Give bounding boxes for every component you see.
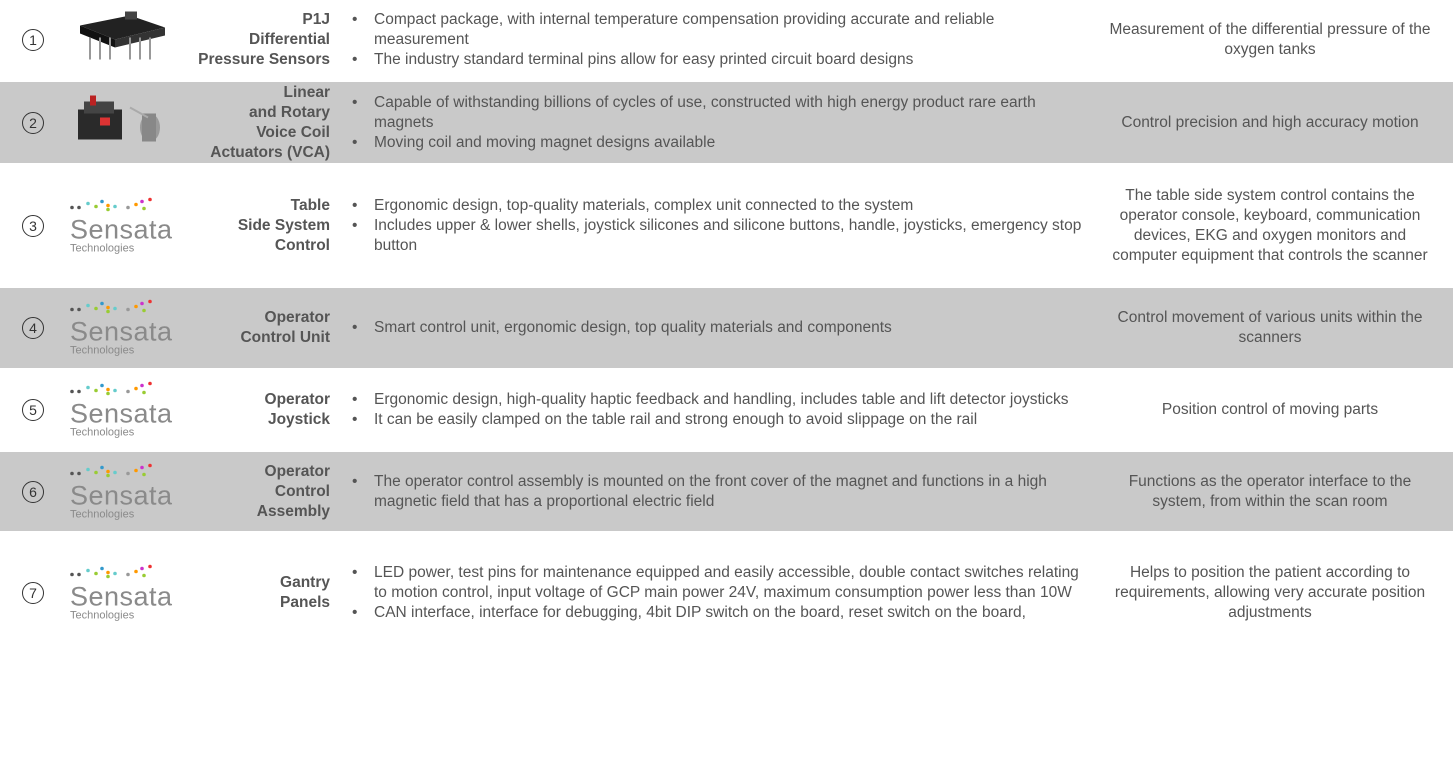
name-line: Side System [237,216,330,234]
name-line: Linear [283,83,330,101]
name-line: Operator [264,391,330,408]
product-name: Operator Control Unit [240,308,330,348]
logo-dots [70,564,152,579]
feature-list: The operator control assembly is mounted… [352,472,1087,512]
row-number: 3 [22,214,44,237]
application: Position control of moving parts [1161,401,1379,418]
logo-dots [70,197,152,211]
name-line: Table [290,196,330,214]
name-line: P1J [302,11,330,28]
row-number: 4 [22,317,44,339]
logo-sub: Technologies [70,242,135,254]
name-line: Differential [249,31,330,48]
product-name: Operator Control Assembly [257,462,330,522]
application: Control precision and high accuracy moti… [1121,113,1419,131]
feature: Smart control unit, ergonomic design, to… [352,318,1087,338]
row-number: 1 [22,29,44,51]
name-line: Pressure Sensors [198,51,330,68]
row-number: 2 [22,111,44,134]
name-line: Panels [280,594,330,611]
application: Helps to position the patient according … [1114,564,1426,621]
table-row: 4 Sensata Technologies Operator Control Unit… [0,288,1453,370]
name-line: and Rotary [249,103,330,121]
product-image: Sensata Technologies [70,381,180,439]
logo-name: Sensata [70,480,173,510]
table-row: 6 Sensata Technologies Operator Control Assem… [0,452,1453,533]
name-line: Control [274,482,330,500]
feature-list: Smart control unit, ergonomic design, to… [352,318,1087,338]
application: The table side system control contains t… [1112,186,1428,264]
feature: Compact package, with internal temperatu… [352,10,1087,50]
application: Functions as the operator interface to t… [1128,472,1412,510]
logo-name: Sensata [70,214,173,244]
feature: Ergonomic design, top-quality materials,… [352,196,1087,216]
product-name: Linear and Rotary Voice Coil Actuators (VCA… [210,83,330,163]
table-row: 3 Sensata Technologies Table Side System Cont… [0,165,1453,288]
logo-sub: Technologies [70,609,135,622]
feature: Includes upper & lower shells, joystick … [352,216,1087,256]
product-image: Sensata Technologies [70,463,180,520]
feature-list: Ergonomic design, high-quality haptic fe… [352,390,1087,430]
table-row: 2 Linear and Rotary Voice Coil Actuators (VC… [0,82,1453,165]
product-image: Sensata Technologies [70,564,180,622]
feature: The industry standard terminal pins allo… [352,50,1087,70]
name-line: Assembly [256,502,330,520]
product-image [70,8,180,73]
name-line: Joystick [267,411,330,428]
name-line: Gantry [280,574,330,591]
feature: Capable of withstanding billions of cycl… [352,93,1087,133]
application: Measurement of the differential pressure… [1109,21,1431,58]
table-row: 1 P1J Differential Pressure Sensors Compact … [0,0,1453,82]
logo-dots [70,299,152,314]
product-name: Table Side System Control [238,196,330,256]
feature-list: LED power, test pins for maintenance equ… [352,563,1087,623]
application: Control movement of various units within… [1117,309,1423,346]
feature-list: Capable of withstanding billions of cycl… [352,93,1087,153]
name-line: Voice Coil [256,123,330,141]
feature: It can be easily clamped on the table ra… [352,410,1087,430]
feature: Moving coil and moving magnet designs av… [352,133,1087,153]
feature: Ergonomic design, high-quality haptic fe… [352,390,1087,410]
logo-dots [70,381,152,396]
name-line: Operator [264,309,330,326]
name-line: Control Unit [240,329,330,346]
logo-name: Sensata [70,581,173,612]
name-line: Operator [264,462,330,480]
product-image [70,87,180,158]
logo-sub: Technologies [70,426,135,439]
product-image: Sensata Technologies [70,299,180,357]
logo-sub: Technologies [70,344,135,357]
name-line: Actuators (VCA) [210,143,330,161]
sensor-image [80,11,165,60]
row-number: 7 [22,582,44,604]
row-number: 6 [22,480,44,503]
logo-sub: Technologies [70,508,135,520]
actuator-image [78,95,160,141]
logo-dots [70,463,152,477]
feature: CAN interface, interface for debugging, … [352,603,1087,623]
feature: The operator control assembly is mounted… [352,472,1087,512]
logo-name: Sensata [70,398,173,429]
feature: LED power, test pins for maintenance equ… [352,563,1087,603]
product-name: P1J Differential Pressure Sensors [198,10,330,70]
row-number: 5 [22,399,44,421]
product-name: Operator Joystick [265,390,330,430]
feature-list: Ergonomic design, top-quality materials,… [352,196,1087,256]
name-line: Control [274,236,330,254]
feature-list: Compact package, with internal temperatu… [352,10,1087,70]
product-image: Sensata Technologies [70,197,180,254]
product-name: Gantry Panels [280,573,330,613]
logo-name: Sensata [70,316,173,347]
